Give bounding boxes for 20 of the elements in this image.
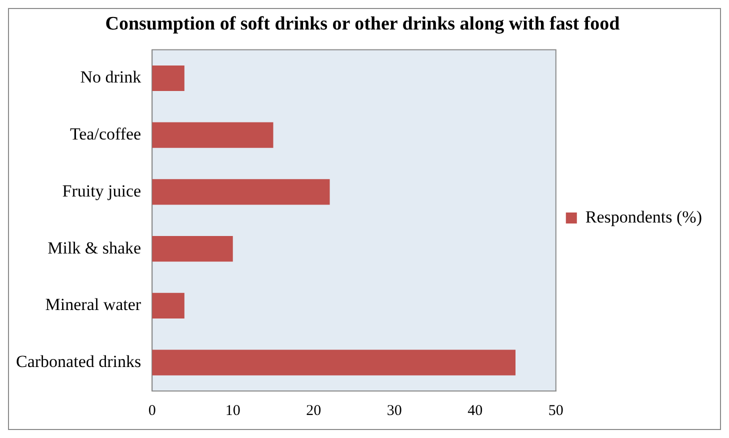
y-tick-label: Tea/coffee	[70, 124, 142, 144]
x-tick-label: 40	[468, 402, 483, 419]
bar	[152, 122, 274, 148]
y-tick-label: Milk & shake	[48, 238, 142, 258]
x-tick-label: 30	[386, 402, 402, 419]
y-tick-label: Carbonated drinks	[16, 352, 142, 372]
x-tick-label: 50	[548, 402, 564, 419]
x-tick-label: 20	[306, 402, 322, 419]
x-tick-label: 10	[225, 402, 240, 419]
y-tick-label: Mineral water	[45, 295, 142, 314]
x-tick-label: 0	[148, 402, 156, 419]
bar	[152, 292, 184, 318]
y-tick-label: Fruity juice	[62, 181, 142, 200]
bar	[152, 179, 330, 205]
legend-label: Respondents (%)	[585, 207, 702, 226]
bar	[152, 65, 184, 92]
chart-title: Consumption of soft drinks or other drinks along with fast food	[105, 13, 620, 34]
bar	[152, 350, 516, 376]
y-tick-label: No drink	[80, 68, 142, 87]
bar	[152, 236, 233, 262]
